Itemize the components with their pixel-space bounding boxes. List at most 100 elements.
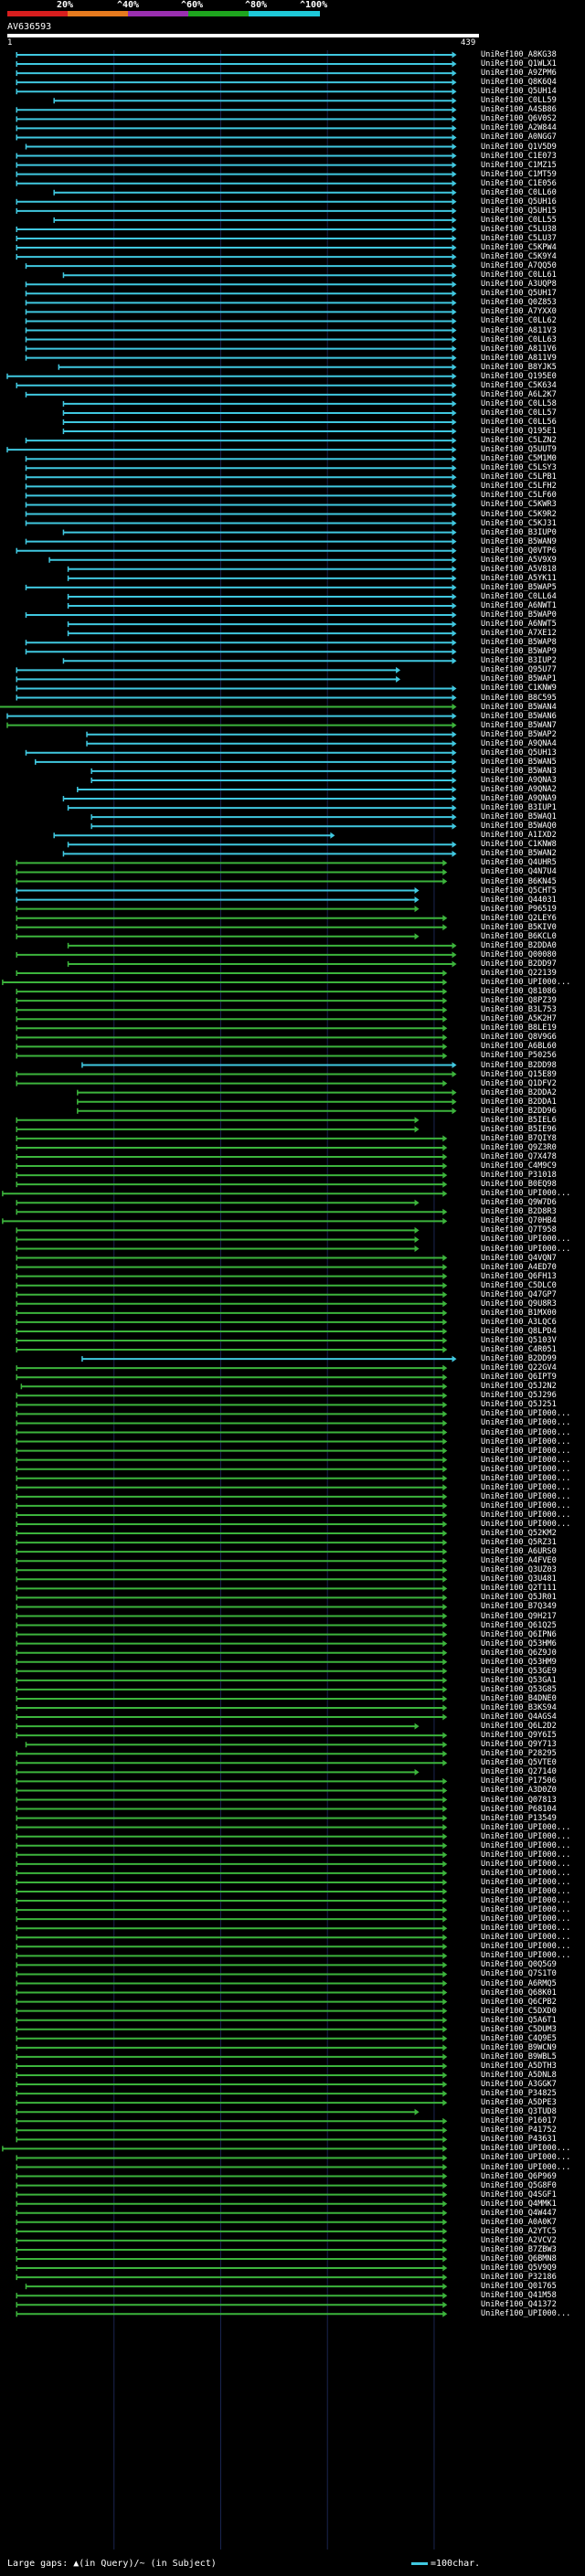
hit-label-link[interactable]: UniRef100_A6RMQ5 xyxy=(481,1978,557,1988)
hit-label-link[interactable]: UniRef100_C1MT59 xyxy=(481,169,557,179)
hit-alignment[interactable] xyxy=(48,557,457,564)
hit-label-link[interactable]: UniRef100_A3UQP8 xyxy=(481,280,557,290)
hit-label-link[interactable]: UniRef100_A7YXX0 xyxy=(481,307,557,317)
hit-label-link[interactable]: UniRef100_Q9Z3R0 xyxy=(481,1142,557,1152)
hit-label-link[interactable]: UniRef100_Q22139 xyxy=(481,969,557,978)
hit-alignment[interactable] xyxy=(16,1291,448,1299)
hit-label-link[interactable]: UniRef100_P17506 xyxy=(481,1776,557,1786)
hit-label-link[interactable]: UniRef100_Q3UZ03 xyxy=(481,1565,557,1575)
hit-label-link[interactable]: UniRef100_UPI000... xyxy=(481,1951,571,1961)
hit-alignment[interactable] xyxy=(16,1659,448,1666)
hit-label-link[interactable]: UniRef100_UPI000... xyxy=(481,1859,571,1869)
hit-alignment[interactable] xyxy=(62,400,457,408)
hit-alignment[interactable] xyxy=(16,1475,448,1482)
hit-alignment[interactable] xyxy=(16,1998,448,2006)
hit-alignment[interactable] xyxy=(16,1851,448,1859)
hit-label-link[interactable]: UniRef100_C1E056 xyxy=(481,178,557,188)
hit-alignment[interactable] xyxy=(16,51,457,58)
hit-alignment[interactable] xyxy=(90,768,457,775)
hit-label-link[interactable]: UniRef100_Q0VTP6 xyxy=(481,546,557,556)
hit-alignment[interactable] xyxy=(16,1594,448,1601)
hit-label-link[interactable]: UniRef100_Q53G85 xyxy=(481,1684,557,1694)
hit-alignment[interactable] xyxy=(16,1246,420,1252)
hit-alignment[interactable] xyxy=(25,281,457,288)
hit-label-link[interactable]: UniRef100_B5WAP1 xyxy=(481,674,557,684)
hit-alignment[interactable] xyxy=(16,666,401,673)
hit-label-link[interactable]: UniRef100_C0LL58 xyxy=(481,398,557,408)
hit-alignment[interactable] xyxy=(16,2228,448,2235)
hit-label-link[interactable]: UniRef100_C5LF60 xyxy=(481,491,557,501)
hit-label-link[interactable]: UniRef100_P43631 xyxy=(481,2135,557,2145)
hit-alignment[interactable] xyxy=(16,1806,448,1813)
hit-label-link[interactable]: UniRef100_B7Q349 xyxy=(481,1602,557,1612)
hit-alignment[interactable] xyxy=(2,1217,448,1224)
hit-alignment[interactable] xyxy=(16,915,448,922)
hit-alignment[interactable] xyxy=(16,1410,448,1417)
hit-alignment[interactable] xyxy=(16,1631,448,1638)
hit-alignment[interactable] xyxy=(16,1713,448,1721)
hit-label-link[interactable]: UniRef100_Q53GE9 xyxy=(481,1666,557,1676)
hit-alignment[interactable] xyxy=(34,758,457,766)
hit-alignment[interactable] xyxy=(16,1319,448,1326)
hit-alignment[interactable] xyxy=(16,2081,448,2088)
hit-label-link[interactable]: UniRef100_B8YJK5 xyxy=(481,362,557,372)
hit-alignment[interactable] xyxy=(62,271,457,279)
hit-alignment[interactable] xyxy=(25,143,457,150)
hit-alignment[interactable] xyxy=(16,1429,448,1436)
hit-alignment[interactable] xyxy=(77,1089,457,1097)
hit-alignment[interactable] xyxy=(16,2173,448,2180)
hit-label-link[interactable]: UniRef100_C4M9C9 xyxy=(481,1161,557,1171)
hit-alignment[interactable] xyxy=(90,813,457,821)
hit-label-link[interactable]: UniRef100_B3L753 xyxy=(481,1005,557,1015)
hit-alignment[interactable] xyxy=(16,2136,448,2143)
hit-alignment[interactable] xyxy=(16,1373,448,1381)
hit-label-link[interactable]: UniRef100_C5K9R2 xyxy=(481,509,557,519)
hit-label-link[interactable]: UniRef100_Q6BMN8 xyxy=(481,2254,557,2263)
hit-label-link[interactable]: UniRef100_A9QNA9 xyxy=(481,794,557,804)
hit-label-link[interactable]: UniRef100_B5WAP2 xyxy=(481,729,557,739)
hit-alignment[interactable] xyxy=(16,1622,448,1629)
hit-label-link[interactable]: UniRef100_A7QQ50 xyxy=(481,261,557,271)
hit-alignment[interactable] xyxy=(25,391,457,398)
hit-label-link[interactable]: UniRef100_B2DD97 xyxy=(481,959,557,969)
hit-label-link[interactable]: UniRef100_Q0Z853 xyxy=(481,298,557,308)
hit-label-link[interactable]: UniRef100_UPI000... xyxy=(481,1850,571,1860)
hit-alignment[interactable] xyxy=(16,1815,448,1822)
hit-alignment[interactable] xyxy=(16,382,457,389)
hit-alignment[interactable] xyxy=(16,2219,448,2226)
hit-label-link[interactable]: UniRef100_B2DDA1 xyxy=(481,1097,557,1107)
hit-label-link[interactable]: UniRef100_Q6V0S2 xyxy=(481,114,557,124)
hit-label-link[interactable]: UniRef100_C5LFH2 xyxy=(481,482,557,492)
hit-alignment[interactable] xyxy=(25,648,457,655)
hit-label-link[interactable]: UniRef100_A2VCV2 xyxy=(481,2235,557,2245)
hit-label-link[interactable]: UniRef100_UPI000... xyxy=(481,978,571,988)
hit-alignment[interactable] xyxy=(16,1457,448,1464)
hit-alignment[interactable] xyxy=(16,1870,448,1877)
hit-label-link[interactable]: UniRef100_UPI000... xyxy=(481,1473,571,1483)
hit-label-link[interactable]: UniRef100_Q5JR01 xyxy=(481,1593,557,1603)
hit-alignment[interactable] xyxy=(25,345,457,353)
hit-alignment[interactable] xyxy=(25,1741,448,1748)
hit-alignment[interactable] xyxy=(25,611,457,619)
hit-alignment[interactable] xyxy=(16,1824,448,1831)
hit-alignment[interactable] xyxy=(62,428,457,435)
hit-label-link[interactable]: UniRef100_B2DDA2 xyxy=(481,1087,557,1097)
hit-alignment[interactable] xyxy=(20,1383,448,1390)
hit-alignment[interactable] xyxy=(16,1226,420,1234)
hit-alignment[interactable] xyxy=(16,1181,448,1188)
hit-alignment[interactable] xyxy=(16,1695,448,1702)
hit-alignment[interactable] xyxy=(16,1255,448,1262)
hit-label-link[interactable]: UniRef100_Q6IPN6 xyxy=(481,1629,557,1639)
hit-alignment[interactable] xyxy=(16,1797,448,1803)
hit-label-link[interactable]: UniRef100_UPI000... xyxy=(481,2153,571,2163)
hit-label-link[interactable]: UniRef100_C4R051 xyxy=(481,1345,557,1355)
hit-alignment[interactable] xyxy=(62,529,457,536)
hit-alignment[interactable] xyxy=(16,198,457,206)
hit-label-link[interactable]: UniRef100_B8C595 xyxy=(481,693,557,703)
hit-label-link[interactable]: UniRef100_C0LL59 xyxy=(481,96,557,106)
hit-alignment[interactable] xyxy=(16,1024,448,1032)
hit-label-link[interactable]: UniRef100_UPI000... xyxy=(481,1464,571,1474)
hit-label-link[interactable]: UniRef100_Q6CPB2 xyxy=(481,1997,557,2007)
hit-label-link[interactable]: UniRef100_C0LL64 xyxy=(481,591,557,601)
hit-label-link[interactable]: UniRef100_Q195E1 xyxy=(481,427,557,437)
